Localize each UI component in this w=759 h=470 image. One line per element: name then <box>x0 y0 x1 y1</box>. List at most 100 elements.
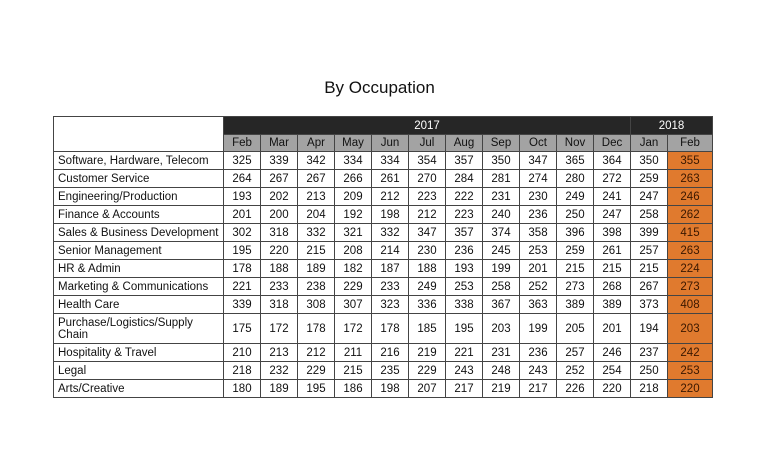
value-cell: 213 <box>260 343 298 362</box>
value-cell: 266 <box>334 169 372 188</box>
value-cell: 284 <box>445 169 483 188</box>
occupation-label: Finance & Accounts <box>53 205 224 224</box>
highlight-cell: 263 <box>667 169 713 188</box>
occupation-label: Marketing & Communications <box>53 277 224 296</box>
value-cell: 389 <box>593 295 631 314</box>
value-cell: 172 <box>260 313 298 344</box>
value-cell: 199 <box>482 259 520 278</box>
value-cell: 218 <box>223 361 261 380</box>
month-header: Feb <box>667 134 713 152</box>
value-cell: 201 <box>519 259 557 278</box>
value-cell: 217 <box>445 379 483 398</box>
value-cell: 258 <box>630 205 668 224</box>
value-cell: 264 <box>223 169 261 188</box>
value-cell: 252 <box>519 277 557 296</box>
value-cell: 180 <box>223 379 261 398</box>
value-cell: 267 <box>297 169 335 188</box>
value-cell: 270 <box>408 169 446 188</box>
value-cell: 231 <box>482 343 520 362</box>
value-cell: 308 <box>297 295 335 314</box>
value-cell: 178 <box>371 313 409 344</box>
value-cell: 189 <box>297 259 335 278</box>
value-cell: 175 <box>223 313 261 344</box>
value-cell: 219 <box>482 379 520 398</box>
value-cell: 243 <box>445 361 483 380</box>
occupation-label: Sales & Business Development <box>53 223 224 242</box>
occupation-label: Software, Hardware, Telecom <box>53 151 224 170</box>
value-cell: 252 <box>556 361 594 380</box>
value-cell: 195 <box>223 241 261 260</box>
table-row: HR & Admin 178 188 189 182 187 188 193 199 201 215… <box>53 259 713 278</box>
value-cell: 211 <box>334 343 372 362</box>
value-cell: 203 <box>482 313 520 344</box>
occupation-label: Customer Service <box>53 169 224 188</box>
value-cell: 216 <box>371 343 409 362</box>
value-cell: 188 <box>408 259 446 278</box>
value-cell: 243 <box>519 361 557 380</box>
value-cell: 246 <box>593 343 631 362</box>
value-cell: 229 <box>334 277 372 296</box>
value-cell: 172 <box>334 313 372 344</box>
value-cell: 248 <box>482 361 520 380</box>
highlight-cell: 355 <box>667 151 713 170</box>
value-cell: 259 <box>630 169 668 188</box>
value-cell: 226 <box>556 379 594 398</box>
month-header: May <box>334 134 372 152</box>
value-cell: 261 <box>593 241 631 260</box>
value-cell: 334 <box>334 151 372 170</box>
value-cell: 389 <box>556 295 594 314</box>
value-cell: 254 <box>593 361 631 380</box>
value-cell: 230 <box>519 187 557 206</box>
value-cell: 249 <box>408 277 446 296</box>
value-cell: 339 <box>260 151 298 170</box>
value-cell: 212 <box>371 187 409 206</box>
value-cell: 358 <box>519 223 557 242</box>
value-cell: 220 <box>260 241 298 260</box>
value-cell: 267 <box>630 277 668 296</box>
value-cell: 367 <box>482 295 520 314</box>
value-cell: 230 <box>408 241 446 260</box>
table-row: Sales & Business Development 302 318 332 321… <box>53 223 713 242</box>
occupation-label: Health Care <box>53 295 224 314</box>
value-cell: 233 <box>260 277 298 296</box>
value-cell: 205 <box>556 313 594 344</box>
value-cell: 302 <box>223 223 261 242</box>
value-cell: 199 <box>519 313 557 344</box>
month-header: Apr <box>297 134 335 152</box>
highlight-cell: 203 <box>667 313 713 344</box>
value-cell: 195 <box>297 379 335 398</box>
highlight-cell: 408 <box>667 295 713 314</box>
highlight-cell: 273 <box>667 277 713 296</box>
month-header: Jul <box>408 134 446 152</box>
year-header: 2017 <box>223 116 631 135</box>
value-cell: 221 <box>223 277 261 296</box>
value-cell: 209 <box>334 187 372 206</box>
value-cell: 201 <box>223 205 261 224</box>
occupation-label: HR & Admin <box>53 259 224 278</box>
value-cell: 261 <box>371 169 409 188</box>
value-cell: 363 <box>519 295 557 314</box>
month-header: Sep <box>482 134 520 152</box>
value-cell: 202 <box>260 187 298 206</box>
value-cell: 213 <box>297 187 335 206</box>
value-cell: 332 <box>371 223 409 242</box>
occupation-label: Senior Management <box>53 241 224 260</box>
value-cell: 321 <box>334 223 372 242</box>
value-cell: 274 <box>519 169 557 188</box>
value-cell: 235 <box>371 361 409 380</box>
value-cell: 215 <box>593 259 631 278</box>
highlight-cell: 220 <box>667 379 713 398</box>
table-row: Finance & Accounts 201 200 204 192 198 212 223 2… <box>53 205 713 224</box>
year-header: 2018 <box>630 116 713 135</box>
highlight-cell: 224 <box>667 259 713 278</box>
month-header: Dec <box>593 134 631 152</box>
value-cell: 182 <box>334 259 372 278</box>
value-cell: 218 <box>630 379 668 398</box>
value-cell: 178 <box>297 313 335 344</box>
value-cell: 336 <box>408 295 446 314</box>
value-cell: 365 <box>556 151 594 170</box>
value-cell: 364 <box>593 151 631 170</box>
table-title: By Occupation <box>324 78 435 97</box>
value-cell: 185 <box>408 313 446 344</box>
value-cell: 241 <box>593 187 631 206</box>
